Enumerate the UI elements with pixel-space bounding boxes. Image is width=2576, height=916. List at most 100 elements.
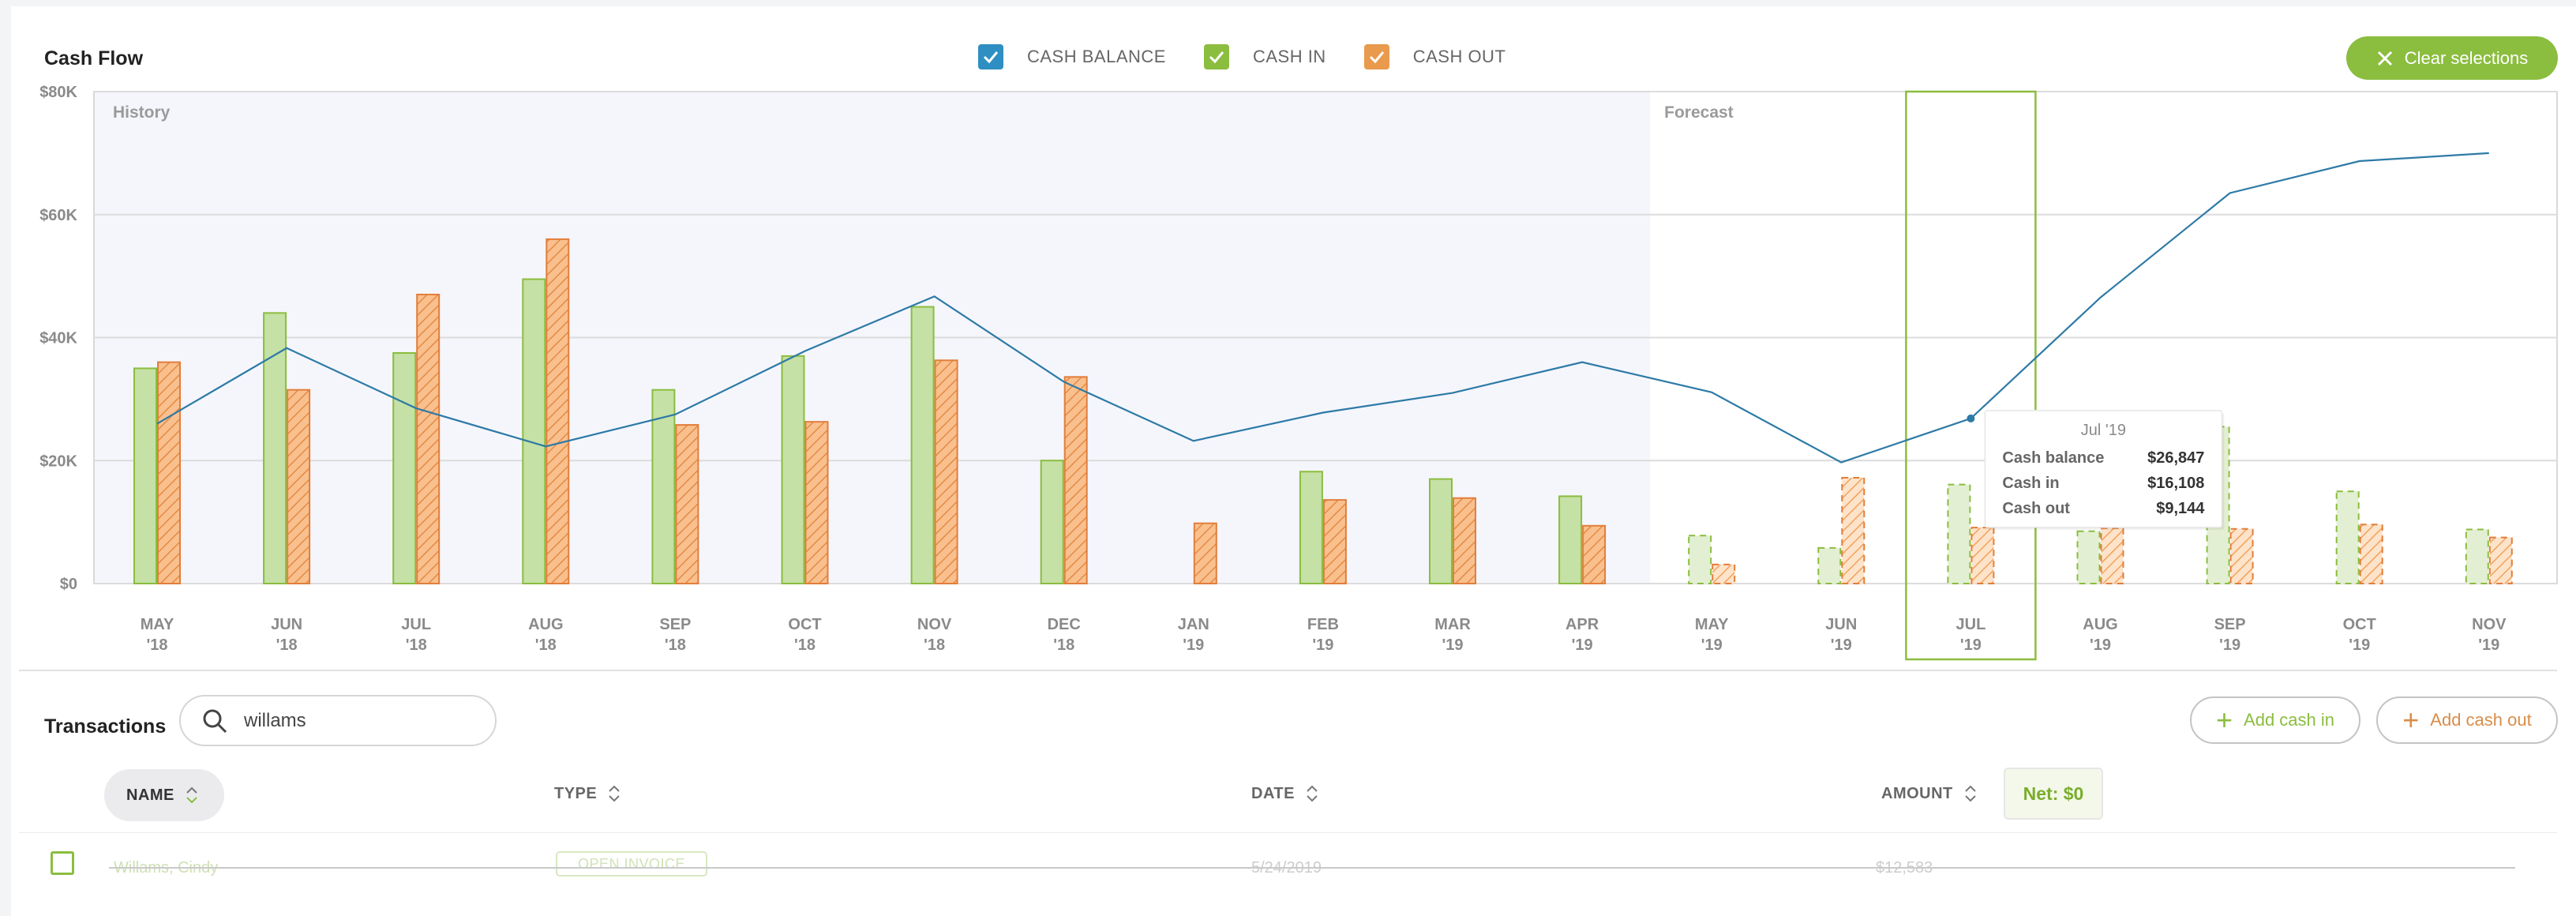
x-tick-year: '18 [406, 636, 427, 654]
row-type-badge: OPEN INVOICE [556, 851, 708, 877]
cash-out-bar [1970, 527, 1995, 584]
cash-out-bar [1712, 563, 1736, 585]
x-tick-year: '18 [924, 636, 945, 654]
x-tick-month: NOV [2472, 616, 2507, 633]
column-header-type[interactable]: TYPE [554, 784, 621, 803]
x-tick-month: SEP [2214, 616, 2246, 633]
cash-out-bar [416, 293, 441, 584]
close-icon [2377, 51, 2392, 66]
legend-cash-out[interactable]: CASH OUT [1363, 44, 1506, 69]
y-tick-label: $20K [39, 452, 77, 470]
tooltip-row-value: $26,847 [2147, 449, 2204, 467]
cash-out-bar [675, 424, 699, 585]
x-tick-month: JUL [401, 616, 431, 633]
cash-out-bar [2100, 527, 2124, 584]
chart-balance-line [156, 152, 2489, 464]
x-tick-year: '19 [1960, 636, 1982, 654]
x-tick-year: '19 [2349, 636, 2370, 654]
tooltip-row-value: $16,108 [2147, 475, 2204, 492]
search-input[interactable] [244, 709, 481, 732]
tooltip-row-label: Cash in [2002, 475, 2059, 492]
column-header-name[interactable]: NAME [104, 769, 224, 821]
chart-axes: $0 $20K $40K $60K $80K MAY '18 JUN '18 JUL '18 AUG '… [39, 84, 2507, 654]
cash-in-bar [1947, 483, 1971, 585]
cash-out-bar [157, 361, 181, 584]
y-tick-label: $0 [60, 576, 77, 593]
add-cash-out-label: Add cash out [2430, 710, 2532, 730]
cash-out-bar [1063, 376, 1088, 584]
tooltip-title: Jul '19 [2081, 422, 2126, 439]
cash-in-bar [1688, 535, 1712, 585]
cash-out-bar [287, 389, 311, 584]
cash-in-bar [2076, 530, 2101, 585]
cash-flow-chart[interactable]: History Forecast $0 $20K $40K $60K $80K MAY '18… [11, 6, 2576, 662]
x-tick-month: MAY [1695, 616, 1729, 633]
table-header-divider [19, 832, 2557, 833]
x-tick-year: '19 [1312, 636, 1333, 654]
check-icon [1209, 51, 1224, 64]
x-tick-month: JUL [1956, 616, 1986, 633]
tooltip-box [1984, 410, 2223, 528]
cash-in-bar [133, 367, 157, 584]
cash-in-bar [1429, 478, 1453, 584]
legend-cash-in[interactable]: CASH IN [1203, 44, 1326, 69]
chart-bars [133, 238, 2513, 585]
section-divider [19, 670, 2557, 671]
x-tick-month: JAN [1178, 616, 1209, 633]
cash-balance-checkbox[interactable] [978, 44, 1003, 69]
legend-cash-balance[interactable]: CASH BALANCE [978, 44, 1166, 69]
row-strikethrough [109, 867, 2515, 869]
tooltip-row-label: Cash out [2002, 500, 2070, 517]
x-tick-month: SEP [659, 616, 691, 633]
y-tick-label: $80K [39, 84, 77, 101]
x-tick-year: '18 [276, 636, 298, 654]
table-row[interactable]: Willams, Cindy OPEN INVOICE 5/24/2019 $1… [11, 851, 2576, 889]
cash-out-bar [1841, 477, 1865, 584]
net-total-badge: Net: $0 [2004, 768, 2103, 820]
add-cash-in-button[interactable]: + Add cash in [2190, 696, 2360, 744]
transaction-search[interactable] [179, 695, 497, 746]
column-type-label: TYPE [554, 784, 598, 802]
column-name-label: NAME [126, 786, 174, 804]
column-date-label: DATE [1251, 784, 1295, 802]
selected-balance-point [1967, 414, 1975, 422]
sort-icon [186, 786, 198, 805]
legend-label: CASH IN [1252, 47, 1326, 66]
row-checkbox[interactable] [51, 851, 74, 875]
legend-label: CASH OUT [1412, 47, 1506, 66]
x-tick-year: '18 [535, 636, 557, 654]
sort-icon [1964, 784, 1977, 803]
x-tick-year: '19 [2219, 636, 2240, 654]
cash-in-bar [1040, 460, 1064, 584]
check-icon [1369, 51, 1384, 64]
x-tick-month: MAY [141, 616, 174, 633]
transactions-title: Transactions [44, 715, 167, 738]
selected-month-highlight [1905, 90, 2037, 661]
check-icon [983, 51, 999, 64]
x-tick-month: DEC [1048, 616, 1081, 633]
cash-out-bar [804, 421, 829, 584]
tooltip-row-value: $9,144 [2156, 500, 2205, 517]
x-tick-year: '18 [1053, 636, 1074, 654]
cash-in-checkbox[interactable] [1203, 44, 1229, 69]
x-tick-month: MAR [1434, 616, 1471, 633]
search-icon [203, 709, 227, 733]
column-header-amount[interactable]: AMOUNT [1881, 784, 1977, 803]
history-label: History [113, 103, 171, 122]
cash-in-bar [1299, 471, 1323, 585]
sort-icon [1306, 784, 1318, 803]
sort-icon [608, 784, 621, 803]
clear-selections-button[interactable]: Clear selections [2346, 36, 2558, 80]
cash-in-bar [392, 351, 417, 584]
cash-balance-line [156, 152, 2489, 464]
cash-out-bar [1193, 522, 1217, 584]
column-header-date[interactable]: DATE [1251, 784, 1318, 803]
x-tick-year: '19 [1701, 636, 1723, 654]
column-amount-label: AMOUNT [1881, 784, 1953, 802]
x-tick-year: '18 [146, 636, 167, 654]
cash-in-bar [263, 312, 287, 584]
x-tick-month: FEB [1307, 616, 1339, 633]
cash-flow-title: Cash Flow [44, 47, 144, 69]
add-cash-out-button[interactable]: + Add cash out [2376, 696, 2558, 744]
cash-out-checkbox[interactable] [1363, 44, 1389, 69]
